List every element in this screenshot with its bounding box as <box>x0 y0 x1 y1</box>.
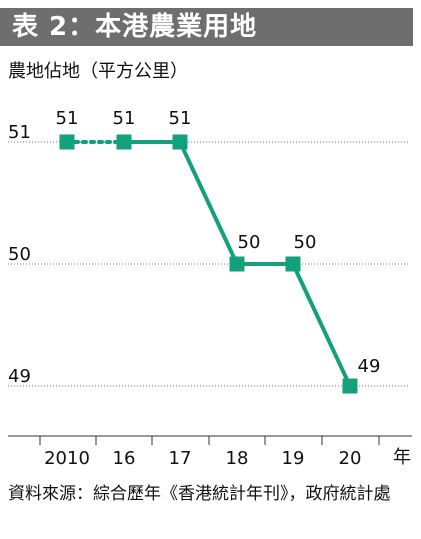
data-labels: 51 51 51 50 50 49 <box>56 108 381 377</box>
x-tick-label: 18 <box>226 448 249 469</box>
data-point-marker <box>342 378 358 394</box>
x-tick-label: 2010 <box>44 448 90 469</box>
data-point-marker <box>172 134 188 150</box>
title-bar: 表 2：本港農業用地 <box>0 8 413 46</box>
series-line <box>65 140 352 387</box>
data-point-marker <box>116 134 132 150</box>
x-axis: 2010 16 17 18 19 20 年 <box>8 435 412 469</box>
data-label: 51 <box>169 108 192 129</box>
series-segment <box>178 141 239 265</box>
series-segment <box>291 263 352 387</box>
grid-layer: 51 50 49 <box>8 122 410 387</box>
data-point-marker <box>285 256 301 272</box>
x-tick-label: 20 <box>339 448 362 469</box>
y-tick-label: 51 <box>8 122 31 143</box>
data-point-marker <box>229 256 245 272</box>
y-tick-label: 50 <box>8 244 31 265</box>
data-label: 51 <box>56 108 79 129</box>
data-label: 49 <box>358 356 381 377</box>
data-point-marker <box>59 134 75 150</box>
chart-title: 表 2：本港農業用地 <box>12 12 258 42</box>
data-label: 50 <box>294 232 317 253</box>
x-tick-label: 19 <box>282 448 305 469</box>
y-tick-label: 49 <box>8 366 31 387</box>
series-markers <box>59 134 358 394</box>
chart-subtitle: 農地佔地（平方公里） <box>8 61 188 82</box>
x-tick-label: 16 <box>113 448 136 469</box>
x-unit-label: 年 <box>393 447 411 468</box>
line-chart: 51 50 49 2010 16 17 18 19 20 年 51 51 51 50 50 49 <box>8 108 412 469</box>
data-label: 51 <box>113 108 136 129</box>
data-label: 50 <box>238 232 261 253</box>
x-tick-label: 17 <box>169 448 192 469</box>
source-note: 資料來源：綜合歷年《香港統計年刊》，政府統計處 <box>8 484 391 504</box>
